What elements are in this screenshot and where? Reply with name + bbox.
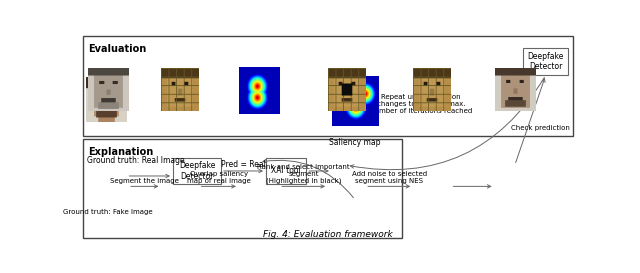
FancyBboxPatch shape: [173, 158, 221, 185]
Text: Rank and select important
segment
(Highlighted in black): Rank and select important segment (Highl…: [257, 164, 350, 184]
Text: Fig. 4: Evaluation framework: Fig. 4: Evaluation framework: [263, 230, 393, 239]
FancyBboxPatch shape: [83, 36, 573, 136]
Text: Check prediction: Check prediction: [511, 125, 570, 131]
Text: Deepfake
Detector: Deepfake Detector: [527, 52, 564, 71]
Text: Add noise to selected
segment using NES: Add noise to selected segment using NES: [351, 171, 427, 184]
Text: Saliency map: Saliency map: [330, 138, 381, 147]
FancyBboxPatch shape: [83, 139, 403, 238]
Text: Explanation: Explanation: [88, 147, 154, 157]
Text: Pred = Real: Pred = Real: [221, 160, 266, 169]
Text: Overlap saliency
map of real image: Overlap saliency map of real image: [187, 171, 251, 184]
Text: Evaluation: Evaluation: [88, 43, 147, 54]
Text: Repeat until prediction
changes to 'Real' or max.
number of iterations reached: Repeat until prediction changes to 'Real…: [370, 94, 472, 114]
Text: Ground truth: Real Image: Ground truth: Real Image: [87, 156, 184, 165]
FancyBboxPatch shape: [524, 48, 568, 75]
Text: XAI tool: XAI tool: [271, 167, 301, 176]
Text: Segment the image: Segment the image: [110, 178, 179, 184]
Text: Ground truth: Fake Image: Ground truth: Fake Image: [63, 209, 153, 215]
FancyBboxPatch shape: [266, 158, 307, 185]
Text: Deepfake
Detector: Deepfake Detector: [179, 161, 215, 181]
